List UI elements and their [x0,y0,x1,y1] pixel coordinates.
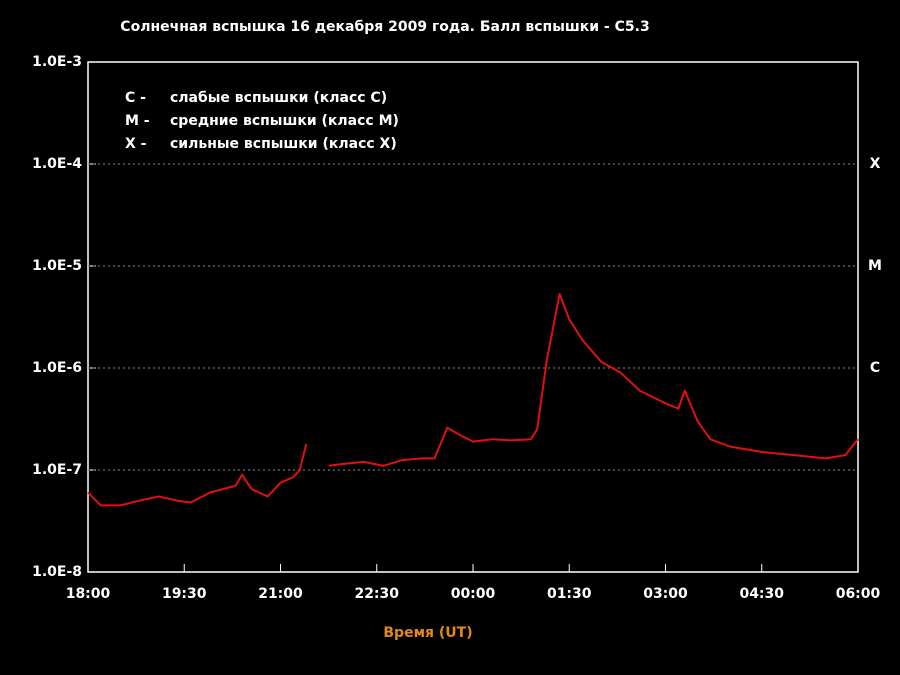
class-label: X [870,156,881,172]
legend-key: C - [125,90,146,106]
legend-key: M - [125,113,150,129]
x-tick-label: 19:30 [162,586,207,602]
class-label: M [868,258,882,274]
x-tick-label: 01:30 [547,586,592,602]
y-tick-label: 1.0E-4 [32,156,82,172]
x-tick-label: 22:30 [354,586,399,602]
legend-text: средние вспышки (класс M) [170,113,399,129]
data-line [87,293,859,507]
x-axis-label: Время (UT) [383,625,472,641]
x-tick-label: 18:00 [66,586,111,602]
legend-text: сильные вспышки (класс X) [170,136,397,152]
legend-key: X - [125,136,147,152]
x-tick-label: 00:00 [451,586,496,602]
y-tick-label: 1.0E-5 [32,258,82,274]
x-tick-label: 21:00 [258,586,303,602]
x-tick-label: 06:00 [836,586,881,602]
x-tick-label: 04:30 [739,586,784,602]
x-tick-label: 03:00 [643,586,688,602]
class-label: C [870,360,880,376]
chart-title: Солнечная вспышка 16 декабря 2009 года. … [120,19,649,35]
y-tick-label: 1.0E-3 [32,54,82,70]
y-tick-label: 1.0E-7 [32,462,82,478]
legend-text: слабые вспышки (класс C) [170,90,387,106]
y-tick-label: 1.0E-8 [32,564,82,580]
y-tick-label: 1.0E-6 [32,360,82,376]
